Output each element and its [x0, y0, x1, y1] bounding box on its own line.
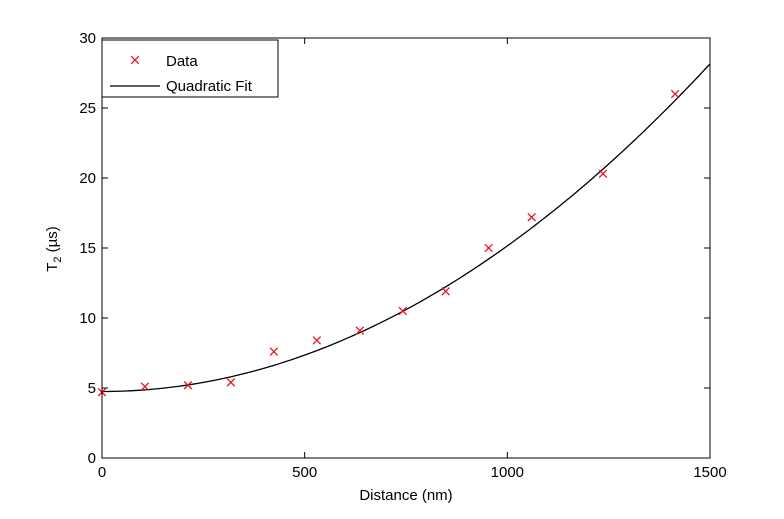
data-point — [355, 326, 365, 335]
series-line-quadratic-fit — [101, 63, 711, 393]
x-tick-label: 1000 — [491, 464, 524, 481]
data-point — [312, 336, 322, 345]
x-axis-label: Distance (nm) — [359, 487, 452, 504]
data-point — [670, 89, 680, 99]
legend: Data Quadratic Fit — [101, 39, 279, 98]
x-tick-label: 1500 — [693, 464, 726, 481]
data-point — [441, 287, 450, 296]
legend-marker-data — [130, 55, 140, 65]
x-tick-label: 0 — [98, 464, 106, 481]
data-point — [527, 212, 536, 222]
data-point — [226, 378, 236, 387]
plot-area-frame — [101, 37, 711, 459]
y-tick-label: 25 — [79, 100, 96, 117]
x-tick-label: 500 — [292, 464, 317, 481]
legend-label-data: Data — [166, 53, 198, 70]
y-axis-label-unit: (µs) — [44, 226, 61, 256]
y-tick-label: 0 — [88, 450, 96, 467]
data-point — [140, 382, 150, 391]
y-axis-label-main: T — [44, 263, 61, 272]
data-point — [484, 243, 493, 253]
data-point — [598, 169, 608, 179]
tick-layer: 0 500 1000 1500 0 5 10 15 20 25 30 — [79, 30, 726, 481]
y-axis-label-subscript: 2 — [52, 257, 64, 263]
y-tick-label: 10 — [79, 310, 96, 327]
legend-box — [101, 39, 279, 98]
y-tick-label: 5 — [88, 380, 96, 397]
y-tick-label: 15 — [79, 240, 96, 257]
data-point — [269, 347, 279, 356]
marker-layer — [97, 89, 680, 397]
legend-label-quadratic-fit: Quadratic Fit — [166, 78, 253, 95]
y-tick-label: 20 — [79, 170, 96, 187]
data-point — [183, 380, 193, 390]
y-axis-label: T2 (µs) — [44, 226, 64, 272]
data-point — [398, 306, 408, 316]
fit-layer — [101, 63, 711, 393]
y-tick-label: 30 — [79, 30, 96, 47]
